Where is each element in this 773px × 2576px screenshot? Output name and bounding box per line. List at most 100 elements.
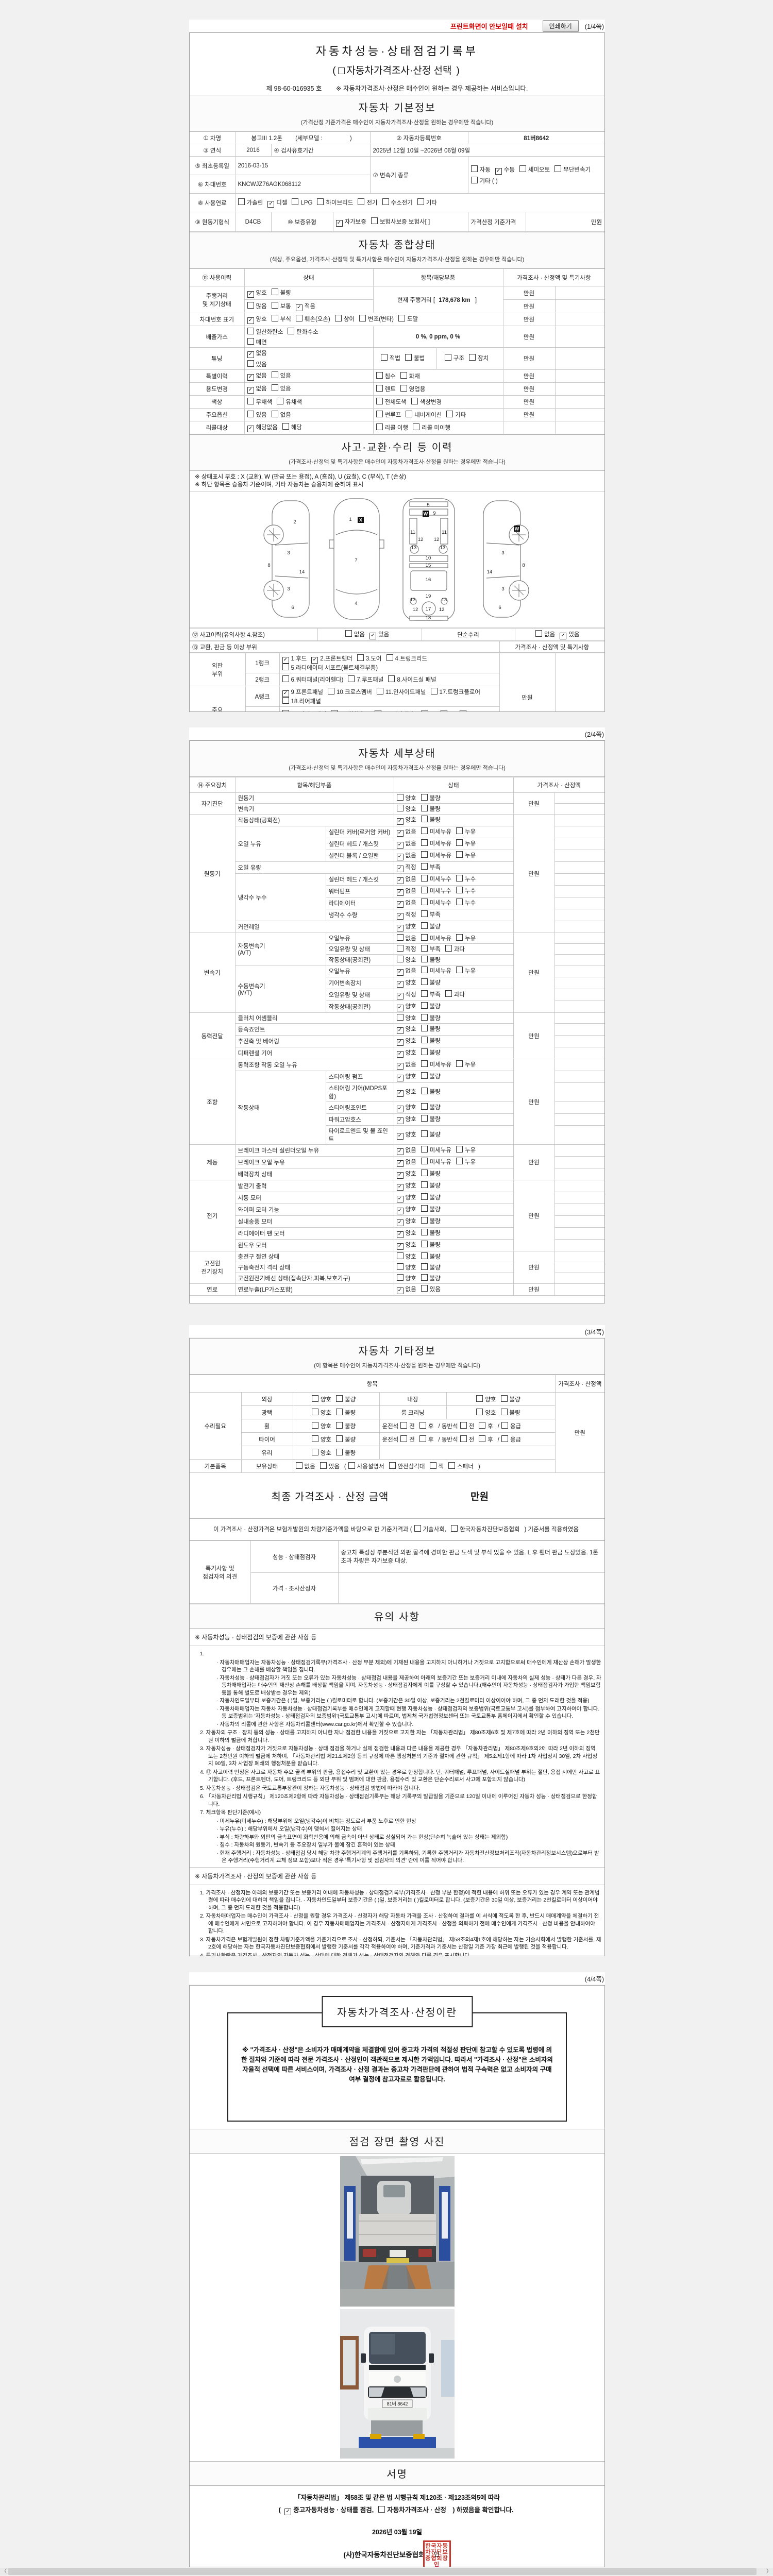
service-note: ※ 자동차가격조사·산정은 매수인이 원하는 경우 제공하는 서비스입니다. (335, 85, 528, 92)
exchange-row: ⑬ 교환, 판금 등 이상 부위 가격조사 · 산정액 및 특기사항 (190, 641, 604, 653)
checkbox-option: 없음 (396, 934, 416, 942)
print-button[interactable]: 인쇄하기 (542, 20, 579, 32)
checkbox-icon: ✓ (396, 1117, 404, 1124)
diagram-part-number: 9 (433, 511, 435, 516)
diagram-part-number: 14 (299, 569, 305, 575)
checkbox-icon (406, 411, 413, 417)
option-label: 누수 (465, 888, 476, 894)
empty-cell (554, 1283, 604, 1296)
page-marker-1: (1/4쪽) (584, 23, 604, 30)
checkbox-option: 불량 (421, 1170, 441, 1177)
option-label: 없음 (256, 350, 267, 357)
checkbox-icon (421, 967, 428, 973)
checkbox-icon (445, 945, 452, 952)
checkbox-icon (331, 709, 338, 711)
checkbox-option: 기타 ( ) (470, 176, 498, 184)
page-2: 자동차 세부상태 (가격조사·산정액 및 특기사항은 매수인이 자동차가격조사·… (189, 740, 605, 1303)
checkbox-option: 불법 (405, 354, 425, 362)
install-notice-link[interactable]: 프린트화면이 안보일때 설치 (450, 22, 528, 30)
checkbox-option: 불량 (336, 1448, 356, 1456)
horizontal-scrollbar[interactable]: 〈 〉 (0, 2568, 773, 2575)
checkbox-icon (419, 1435, 426, 1442)
checkbox-option: 무채색 (247, 398, 272, 405)
emission-values: 0 %, 0 ppm, 0 % (373, 326, 503, 348)
label-cell: 클러치 어셈블리 (234, 1012, 394, 1024)
etc-table: 항목 가격조사 · 산정액 수리필요 외장 양호 불량 내장 양호 불량 만원 광택… (190, 1375, 604, 1473)
option-label: 기타 (455, 412, 466, 418)
overall-table: ⑪ 사용이력 상태 항목/해당부품 가격조사 · 산정액 및 특기사항 주행거리… (190, 268, 604, 434)
note-item: 1. 가격조사 · 산정자는 아래의 보증기간 또는 보증거리 이내에 자동차성… (200, 1889, 600, 1911)
checkbox-icon: ✓ (396, 925, 404, 931)
checkbox-option: ✓ 양호 (396, 1207, 416, 1214)
option-label: A, (430, 711, 436, 712)
label-cell: 라디에이터 팬 모터 (235, 1227, 394, 1240)
checkbox-option: 전 (460, 1421, 474, 1430)
checkbox-icon (535, 630, 543, 637)
checkbox-option: 불량 (421, 1205, 441, 1213)
option-label: 없음 (405, 829, 416, 835)
checkbox-icon (311, 1448, 318, 1455)
checkbox-icon (382, 198, 389, 205)
empty-cell (554, 933, 604, 944)
checkbox-option: 양호 (311, 1435, 331, 1443)
checkbox-option: 훼손(오손) (295, 315, 330, 323)
option-label: 응급 (510, 1436, 522, 1443)
label-first-reg: ⑤ 최초등록일 (190, 156, 236, 175)
option-label: 자동 (479, 166, 491, 173)
diagram-part-number: 16 (426, 577, 431, 583)
option-label: 없음 (405, 1286, 416, 1293)
checkbox-icon (334, 315, 342, 321)
option-label: 수소전기 (391, 199, 413, 206)
scrollbar-thumb[interactable] (8, 2568, 757, 2575)
state-cell: 양호 불량 (393, 1012, 514, 1024)
option-label: 리콜 미이행 (422, 425, 451, 431)
option-label: 양호 (405, 1254, 416, 1260)
empty-cell (554, 897, 604, 909)
checkbox-icon (405, 354, 412, 361)
option-label: 없음 (256, 373, 267, 379)
label-cell: 스티어링 기어(MDPS포함) (326, 1082, 394, 1102)
checkbox-icon (421, 990, 428, 997)
checkbox-icon (468, 354, 476, 361)
empty-cell (554, 792, 604, 804)
engine-type-value: D4CB (234, 212, 272, 232)
empty-cell (554, 1082, 604, 1102)
checkbox-icon (476, 1395, 483, 1402)
note-sub-item: · 자동차매매업자는 자동차성능 · 상태점검기록부(가격조사 · 산정 부분 … (216, 1659, 601, 1673)
scroll-right-arrow[interactable]: 〉 (766, 2569, 771, 2574)
label-cell: 제동 (190, 1144, 236, 1180)
option-label: 기술사회, (423, 1527, 447, 1533)
label-cell: 오일유량 및 상태 (326, 989, 394, 1001)
checkbox-icon (396, 1274, 404, 1281)
option-label: 불량 (429, 924, 441, 930)
option-text: ( (344, 1463, 346, 1470)
option-label: 불량 (345, 1450, 356, 1456)
empty-cell (554, 1101, 604, 1114)
checkbox-icon (317, 198, 324, 205)
checkbox-option: 불량 (421, 1025, 441, 1032)
checkbox-option: 자동차가격조사·산정 선택 (338, 65, 451, 76)
checkbox-option: 매연 (247, 337, 267, 346)
checkbox-option: 한국자동차진단보증협회 (451, 1525, 520, 1533)
checkbox-option: ✓ 양호 (396, 1050, 416, 1058)
detail-row: 오일유량 및 상태 적정 부족 과다 (190, 943, 604, 955)
note-sub-item: · 자동차성능 · 상태점검자가 거짓 또는 오류가 있는 자동차성능 · 상태… (216, 1674, 601, 1696)
option-label: 부족 (429, 865, 441, 871)
label-cell: 냉각수 수량 (326, 909, 394, 921)
state-cell: ✓ 없음 미세누유 누유 (393, 1144, 514, 1157)
checkbox-option: 17.트렁크플로어 (430, 687, 480, 696)
scroll-left-arrow[interactable]: 〈 (2, 2569, 7, 2574)
option-label: 18.리어패널 (291, 698, 321, 705)
checkbox-option: ✓ 없음 (247, 386, 267, 394)
option-label: 불량 (429, 1026, 441, 1032)
option-label: 불량 (509, 1410, 520, 1416)
checkbox-option: ✓ 양호 (396, 1026, 416, 1034)
label-cell: 브레이크 오일 누유 (235, 1156, 394, 1168)
option-label: 불량 (429, 957, 441, 963)
basic-info-table: ① 차명 봉고III 1.2톤 (세부모델 : ) ② 자동차등록번호 81버8… (190, 131, 604, 232)
checkbox-option: 응급 (501, 1421, 521, 1430)
document-title: 자동차성능·상태점검기록부 (315, 45, 479, 58)
page-strip-3: (3/4쪽) (189, 1325, 605, 1337)
option-label: 6.쿼터패널(리어휀다) (291, 677, 344, 683)
checkbox-option: ✓ 수동 (495, 167, 515, 175)
